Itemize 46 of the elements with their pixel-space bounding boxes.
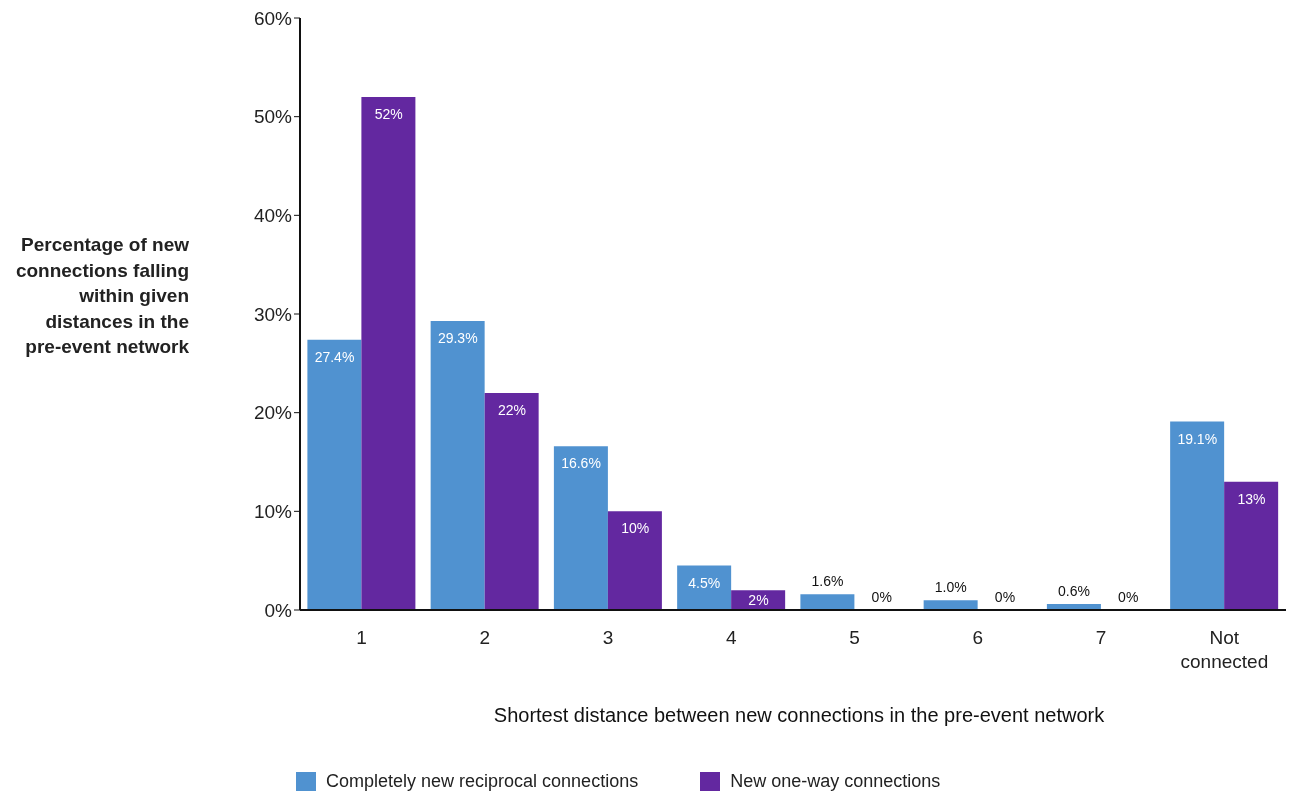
y-tick-label: 50%: [253, 106, 293, 128]
y-tick-label: 60%: [253, 7, 293, 29]
bar: [1170, 421, 1225, 610]
data-label: 2%: [748, 592, 769, 609]
data-label: 0%: [1118, 589, 1139, 605]
x-tick-label: 2: [479, 627, 491, 648]
x-tick-label: 3: [602, 627, 614, 648]
data-label: 27.4%: [314, 348, 355, 365]
data-label: 4.5%: [688, 574, 721, 591]
bar: [677, 565, 732, 610]
data-label: 1.0%: [934, 579, 967, 596]
bar: [484, 392, 539, 610]
y-tick-label: 20%: [253, 402, 293, 424]
data-label: 0.6%: [1058, 583, 1090, 600]
data-label: 1.6%: [811, 573, 844, 590]
bar: [607, 511, 662, 610]
x-tick-label: Not connected: [1180, 627, 1269, 672]
data-label: 52%: [374, 105, 403, 122]
bar: [361, 96, 416, 610]
x-tick-label: 1: [356, 627, 367, 648]
data-label: 16.6%: [561, 455, 601, 472]
bar: [923, 600, 978, 610]
x-tick-label: 6: [972, 627, 984, 648]
data-label: 10%: [621, 520, 650, 537]
x-tick-label: 4: [726, 627, 738, 648]
legend-label: New one-way connections: [730, 771, 941, 791]
y-tick-label: 30%: [253, 303, 293, 325]
x-tick-label: 7: [1095, 627, 1107, 648]
y-tick-label: 40%: [253, 205, 293, 227]
data-label: 13%: [1237, 490, 1266, 507]
data-label: 22%: [497, 401, 527, 418]
y-tick-label: 0%: [264, 599, 293, 621]
x-axis-title: Shortest distance between new connections in the pre-event network: [492, 704, 1106, 727]
data-label: 19.1%: [1177, 430, 1218, 447]
data-label: 0%: [994, 589, 1016, 605]
y-tick-label: 10%: [253, 501, 293, 523]
data-label: 29.3%: [437, 329, 478, 346]
data-label: 0%: [871, 589, 892, 605]
legend-label: Completely new reciprocal connections: [326, 771, 639, 791]
bar: [553, 446, 608, 610]
x-tick-label: 5: [849, 627, 860, 648]
bar: [307, 339, 362, 610]
y-axis-title: Percentage of new connections falling within given distances in the pre-event network: [14, 233, 189, 360]
bar: [1224, 481, 1279, 610]
bar: [430, 320, 485, 610]
bar: [800, 594, 855, 610]
